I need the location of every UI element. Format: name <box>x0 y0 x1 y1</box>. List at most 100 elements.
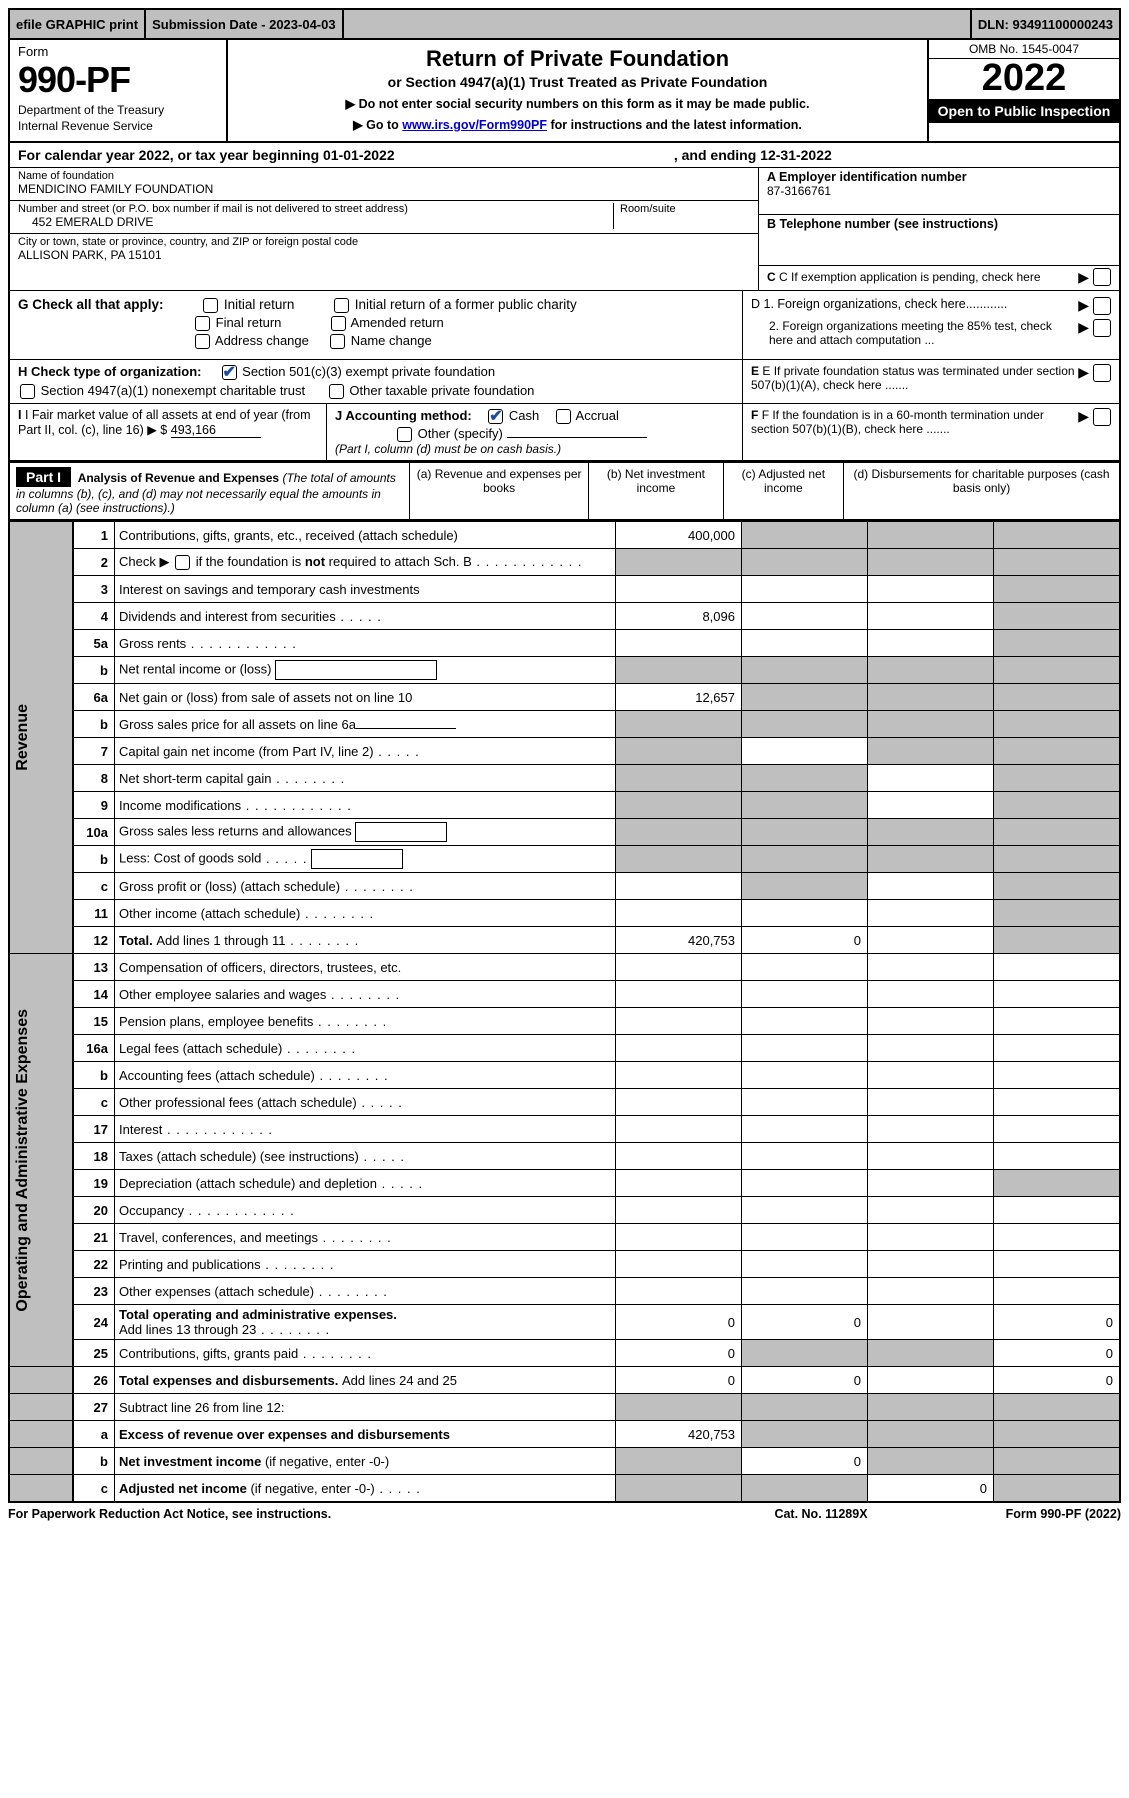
table-row: 10a Gross sales less returns and allowan… <box>9 819 1120 846</box>
dept-irs: Internal Revenue Service <box>18 119 218 133</box>
row-num: 21 <box>73 1224 115 1251</box>
f-checkbox[interactable] <box>1093 408 1111 426</box>
note2-post: for instructions and the latest informat… <box>547 118 802 132</box>
section-g: G Check all that apply: Initial return I… <box>8 290 1121 359</box>
address-label: Number and street (or P.O. box number if… <box>18 203 607 215</box>
row-num: 22 <box>73 1251 115 1278</box>
row-desc: Net rental income or (loss) <box>115 657 616 684</box>
f-label: F If the foundation is in a 60-month ter… <box>751 408 1044 436</box>
section-h: H Check type of organization: Section 50… <box>8 359 1121 403</box>
form990pf-link[interactable]: www.irs.gov/Form990PF <box>402 118 547 132</box>
row-val-c: 0 <box>868 1475 994 1503</box>
row-num: 24 <box>73 1305 115 1340</box>
table-row: 5a Gross rents <box>9 630 1120 657</box>
form-note-1: ▶ Do not enter social security numbers o… <box>240 96 915 111</box>
row-desc: Less: Cost of goods sold <box>115 846 616 873</box>
r2-pre: Check ▶ <box>119 554 173 569</box>
table-row: bAccounting fees (attach schedule) <box>9 1062 1120 1089</box>
row-desc: Travel, conferences, and meetings <box>115 1224 616 1251</box>
row-num: b <box>73 1062 115 1089</box>
cash-checkbox[interactable] <box>488 409 503 424</box>
row-desc: Other professional fees (attach schedule… <box>115 1089 616 1116</box>
open-inspection: Open to Public Inspection <box>929 99 1119 123</box>
row-num: a <box>73 1421 115 1448</box>
row-val-a: 0 <box>616 1340 742 1367</box>
row-desc: Contributions, gifts, grants paid <box>115 1340 616 1367</box>
header-left: Form 990-PF Department of the Treasury I… <box>10 40 228 141</box>
row-desc: Gross sales price for all assets on line… <box>115 711 616 738</box>
name-change-checkbox[interactable] <box>330 334 345 349</box>
row-desc: Interest on savings and temporary cash i… <box>115 576 616 603</box>
initial-former-checkbox[interactable] <box>334 298 349 313</box>
final-return-checkbox[interactable] <box>195 316 210 331</box>
table-row: 19Depreciation (attach schedule) and dep… <box>9 1170 1120 1197</box>
other-taxable-label: Other taxable private foundation <box>349 383 534 398</box>
info-grid: Name of foundation MENDICINO FAMILY FOUN… <box>8 168 1121 290</box>
calendar-end: , and ending 12-31-2022 <box>395 147 1111 163</box>
col-b-header: (b) Net investment income <box>589 463 723 521</box>
footer-left: For Paperwork Reduction Act Notice, see … <box>8 1507 721 1521</box>
table-row: b Net rental income or (loss) <box>9 657 1120 684</box>
table-row: c Adjusted net income (if negative, ente… <box>9 1475 1120 1503</box>
header-right: OMB No. 1545-0047 2022 Open to Public In… <box>927 40 1119 141</box>
row-desc: Other income (attach schedule) <box>115 900 616 927</box>
cash-label: Cash <box>509 408 539 423</box>
header-mid: Return of Private Foundation or Section … <box>228 40 927 141</box>
accrual-checkbox[interactable] <box>556 409 571 424</box>
4947a1-checkbox[interactable] <box>20 384 35 399</box>
table-row: 27 Subtract line 26 from line 12: <box>9 1394 1120 1421</box>
table-row: 8 Net short-term capital gain <box>9 765 1120 792</box>
part1-header-row: Part I Analysis of Revenue and Expenses … <box>9 463 1120 521</box>
amended-return-checkbox[interactable] <box>331 316 346 331</box>
table-row: b Gross sales price for all assets on li… <box>9 711 1120 738</box>
final-return-label: Final return <box>216 315 282 330</box>
row-num: 16a <box>73 1035 115 1062</box>
address-change-checkbox[interactable] <box>195 334 210 349</box>
d1-checkbox[interactable] <box>1093 297 1111 315</box>
e-checkbox[interactable] <box>1093 364 1111 382</box>
row-num: 13 <box>73 954 115 981</box>
part1-badge: Part I <box>16 467 71 487</box>
501c3-checkbox[interactable] <box>222 365 237 380</box>
c-label: C If exemption application is pending, c… <box>779 270 1041 284</box>
row-num: 20 <box>73 1197 115 1224</box>
row-num: 18 <box>73 1143 115 1170</box>
row-desc: Adjusted net income (if negative, enter … <box>115 1475 616 1503</box>
city-cell: City or town, state or province, country… <box>10 234 758 266</box>
table-row: 24 Total operating and administrative ex… <box>9 1305 1120 1340</box>
table-row: 22Printing and publications <box>9 1251 1120 1278</box>
table-row: 21Travel, conferences, and meetings <box>9 1224 1120 1251</box>
row-val-d <box>994 522 1121 549</box>
row-num: 27 <box>73 1394 115 1421</box>
form-number: 990-PF <box>18 59 218 101</box>
other-method-checkbox[interactable] <box>397 427 412 442</box>
e-label: E If private foundation status was termi… <box>751 364 1075 392</box>
d1-label: D 1. Foreign organizations, check here..… <box>751 297 1078 311</box>
other-taxable-checkbox[interactable] <box>329 384 344 399</box>
submission-date: Submission Date - 2023-04-03 <box>146 10 342 38</box>
g-left: G Check all that apply: Initial return I… <box>10 291 743 359</box>
table-row: 12 Total. Add lines 1 through 11 420,753… <box>9 927 1120 954</box>
row-num: 23 <box>73 1278 115 1305</box>
table-row: 4 Dividends and interest from securities… <box>9 603 1120 630</box>
row-num: 1 <box>73 522 115 549</box>
city-value: ALLISON PARK, PA 15101 <box>18 248 750 262</box>
ein-label: A Employer identification number <box>767 170 1111 184</box>
d2-checkbox[interactable] <box>1093 319 1111 337</box>
row-val-b: 0 <box>742 1448 868 1475</box>
row-desc: Accounting fees (attach schedule) <box>115 1062 616 1089</box>
row-val-a: 12,657 <box>616 684 742 711</box>
i-value: 493,166 <box>171 423 261 438</box>
row-num: 19 <box>73 1170 115 1197</box>
c-checkbox[interactable] <box>1093 268 1111 286</box>
row-val-a: 400,000 <box>616 522 742 549</box>
schb-checkbox[interactable] <box>175 555 190 570</box>
initial-return-checkbox[interactable] <box>203 298 218 313</box>
accrual-label: Accrual <box>576 408 619 423</box>
row-desc: Pension plans, employee benefits <box>115 1008 616 1035</box>
row-val-a: 0 <box>616 1305 742 1340</box>
row-val-a: 420,753 <box>616 1421 742 1448</box>
table-row: cOther professional fees (attach schedul… <box>9 1089 1120 1116</box>
top-bar: efile GRAPHIC print Submission Date - 20… <box>8 8 1121 40</box>
ein-cell: A Employer identification number 87-3166… <box>759 168 1119 215</box>
